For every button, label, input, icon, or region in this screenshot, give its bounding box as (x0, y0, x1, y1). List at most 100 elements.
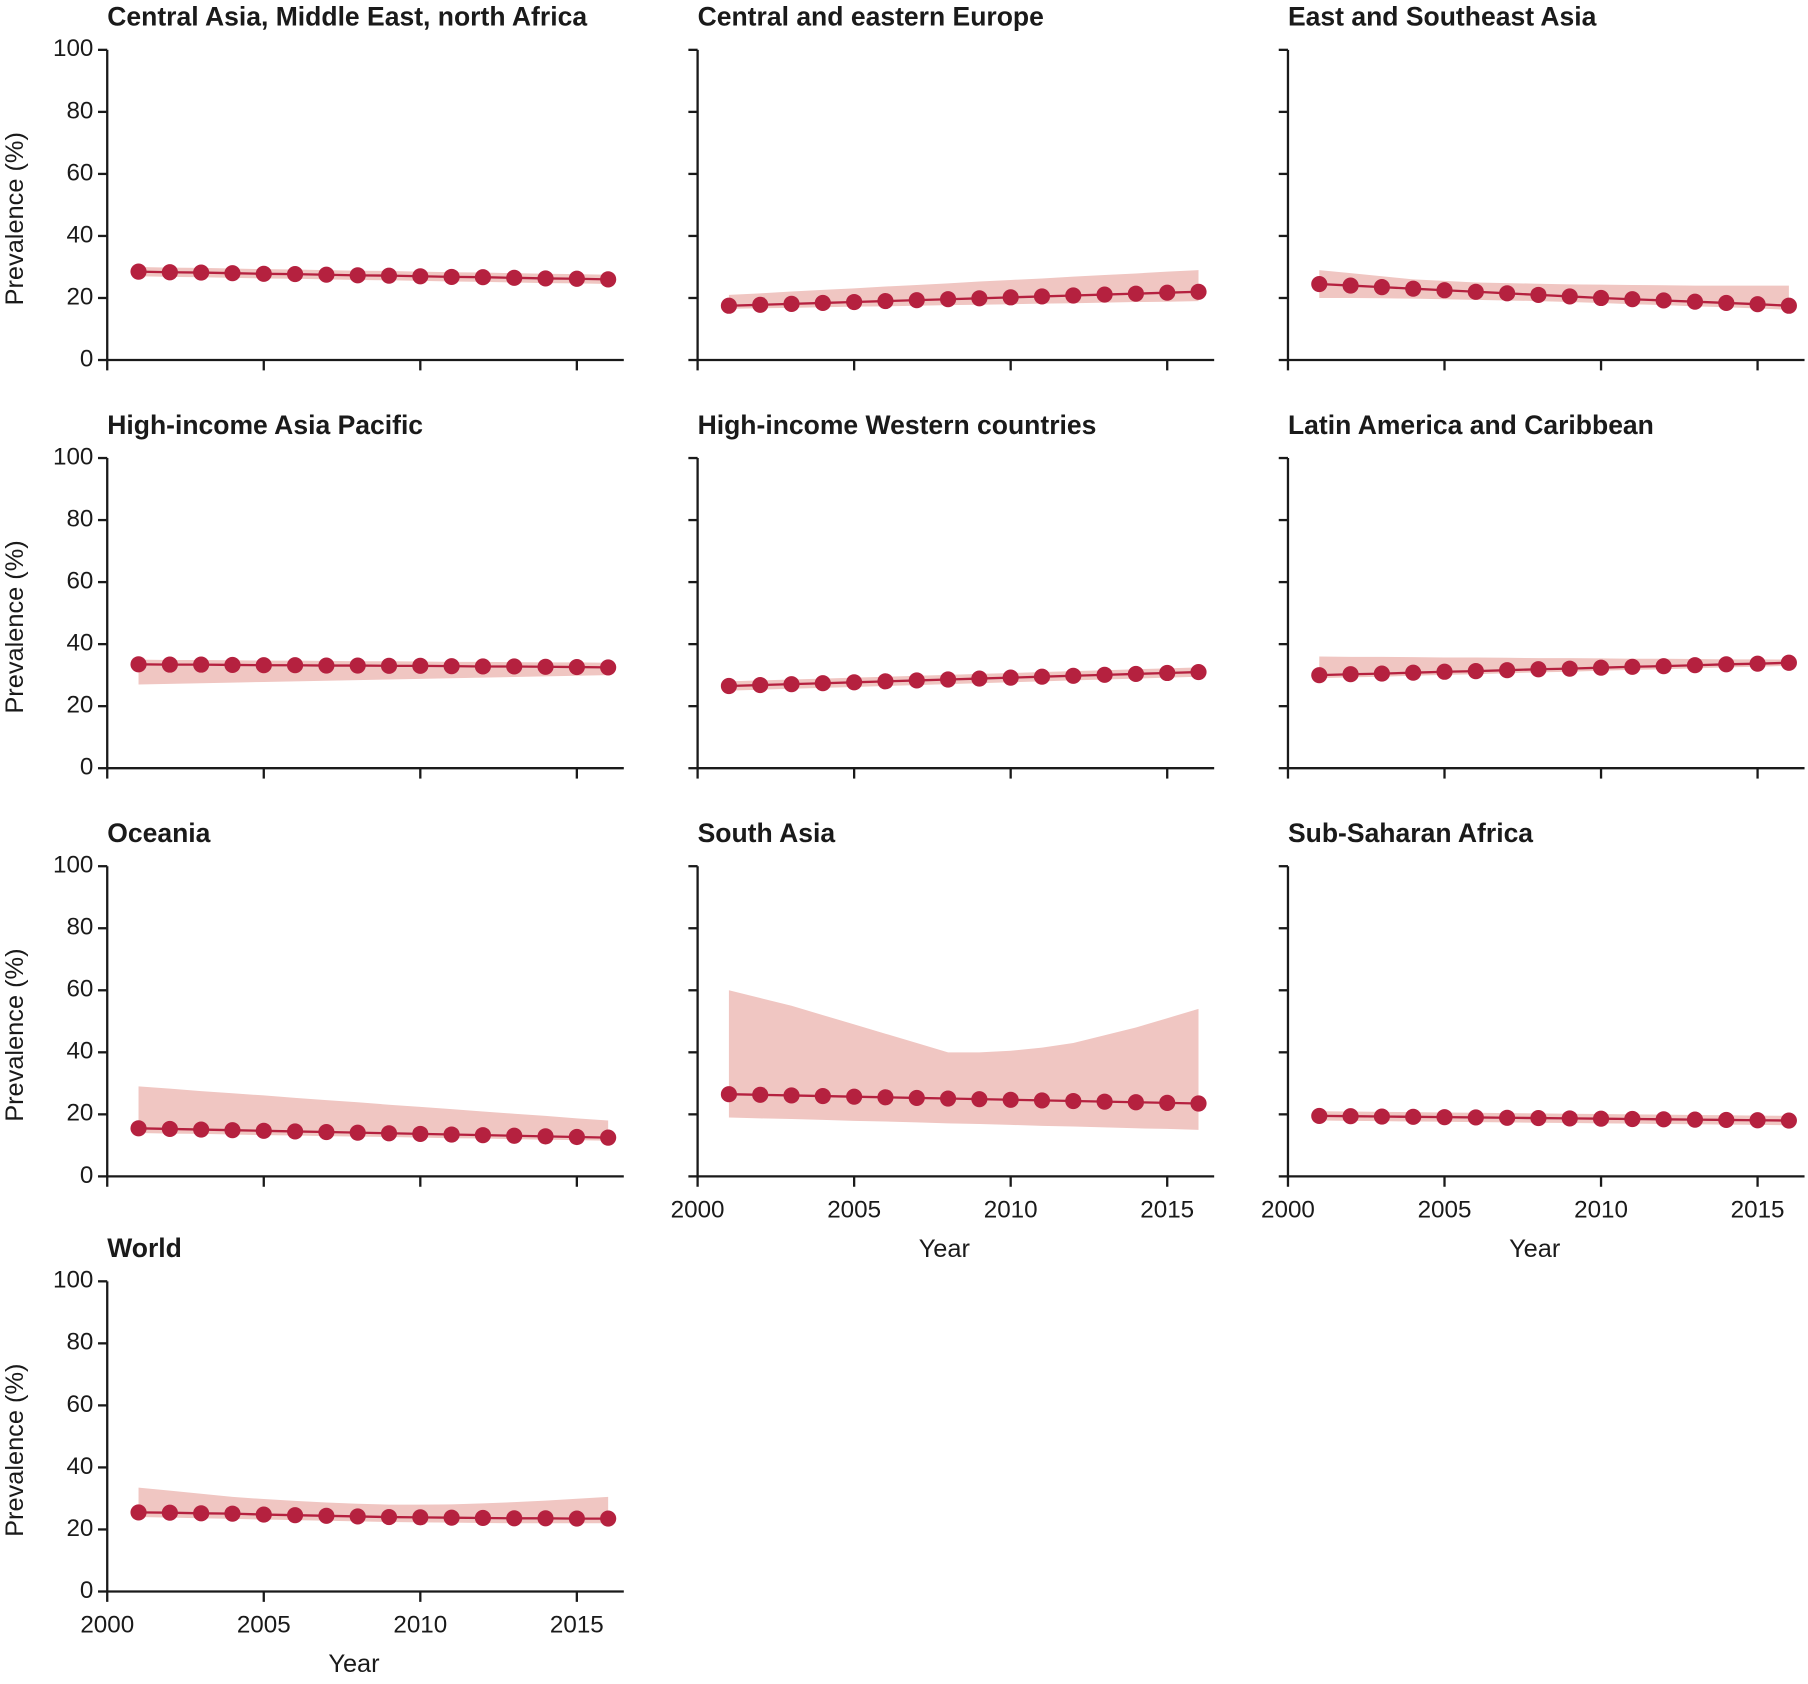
panel-title: South Asia (698, 818, 836, 848)
x-tick-label: 2000 (80, 1611, 134, 1638)
y-tick-label: 0 (80, 1162, 93, 1189)
point (193, 1505, 210, 1522)
x-tick-label: 2000 (671, 1196, 725, 1223)
confidence-band (728, 990, 1199, 1130)
point (1096, 1093, 1113, 1110)
point (161, 1504, 178, 1521)
point (814, 1087, 831, 1105)
point (1373, 1108, 1390, 1125)
point (939, 291, 957, 308)
point (255, 1506, 272, 1523)
point (1033, 1092, 1051, 1109)
point (1436, 663, 1453, 680)
point (568, 659, 585, 676)
point (720, 1086, 737, 1103)
point (1780, 297, 1797, 314)
panel: Latin America and Caribbean (1278, 410, 1805, 779)
point (1002, 669, 1019, 686)
point (380, 1508, 398, 1526)
panel-title: Central Asia, Middle East, north Africa (107, 2, 587, 32)
point (1342, 666, 1359, 683)
point (1065, 1092, 1082, 1110)
point (1405, 1108, 1422, 1125)
line (1319, 1114, 1789, 1122)
point (939, 1090, 957, 1107)
y-axis-label: Prevalence (%) (1, 1364, 29, 1537)
panel-title: East and Southeast Asia (1288, 2, 1597, 32)
point (474, 658, 491, 675)
panel: South Asia 2000 2005 2010 2015 Year (671, 818, 1215, 1263)
confidence-band (138, 1086, 609, 1141)
point (1342, 277, 1359, 294)
point (443, 1126, 460, 1143)
point (752, 296, 769, 313)
point (506, 1127, 523, 1144)
point (474, 269, 491, 286)
point (506, 269, 523, 286)
point (939, 671, 957, 688)
y-tick-label: 20 (66, 283, 93, 310)
point (349, 657, 366, 674)
point (349, 1124, 366, 1141)
y-tick-label: 40 (66, 1038, 93, 1065)
point (1159, 284, 1176, 301)
point (1749, 655, 1766, 672)
line (138, 1127, 609, 1139)
point (1530, 1110, 1547, 1127)
y-tick-label: 80 (66, 1329, 93, 1356)
y-tick-label: 80 (66, 914, 93, 941)
point (568, 270, 585, 287)
point (1033, 288, 1051, 305)
point (537, 658, 554, 675)
panel-title: Latin America and Caribbean (1288, 410, 1654, 440)
point (287, 266, 304, 283)
point (443, 1509, 460, 1526)
x-tick-label: 2010 (393, 1611, 447, 1638)
point (1096, 666, 1113, 683)
point (1718, 294, 1735, 312)
point (1530, 661, 1547, 678)
point (1655, 292, 1672, 309)
x-tick-label: 2015 (1731, 1196, 1785, 1223)
x-tick-label: 2015 (550, 1611, 604, 1638)
point (255, 657, 272, 674)
point (1624, 658, 1641, 675)
point (1159, 664, 1176, 682)
point (1190, 283, 1207, 300)
point (349, 1508, 366, 1525)
y-tick-label: 20 (66, 1100, 93, 1127)
point (161, 656, 178, 673)
point (1436, 282, 1453, 299)
point (1499, 662, 1516, 679)
point (1686, 1111, 1704, 1128)
point (318, 1123, 335, 1141)
point (1467, 1109, 1484, 1126)
point (412, 1125, 429, 1142)
point (130, 263, 147, 280)
y-tick-label: 20 (66, 692, 93, 719)
point (752, 677, 769, 694)
point (877, 673, 894, 690)
panel-title: Sub-Saharan Africa (1288, 818, 1533, 848)
point (971, 290, 988, 307)
panel: Central and eastern Europe (688, 2, 1215, 371)
point (224, 1122, 241, 1139)
point (130, 1120, 147, 1137)
point (1561, 1110, 1578, 1127)
y-tick-label: 60 (66, 976, 93, 1003)
point (600, 659, 617, 676)
point (506, 658, 523, 675)
point (287, 1507, 304, 1524)
line (728, 290, 1199, 307)
point (193, 1121, 210, 1138)
point (1159, 1094, 1176, 1111)
point (193, 656, 210, 673)
point (814, 294, 831, 312)
point (1436, 1109, 1453, 1126)
y-tick-label: 60 (66, 159, 93, 186)
point (908, 1089, 925, 1106)
point (224, 656, 241, 673)
point (1373, 279, 1390, 296)
y-tick-label: 40 (66, 221, 93, 248)
point (380, 267, 398, 284)
